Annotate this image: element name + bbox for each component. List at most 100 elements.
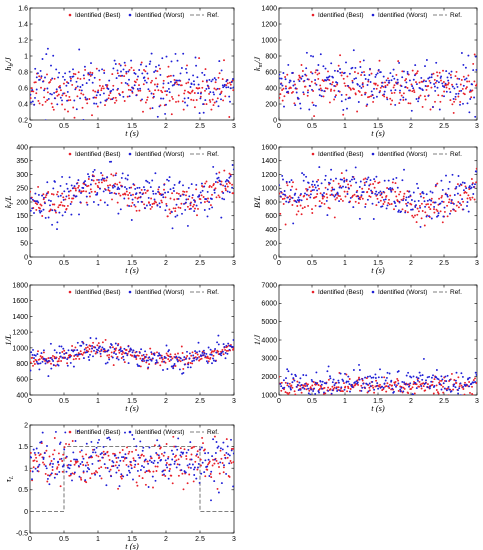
best-point bbox=[431, 380, 434, 383]
worst-point bbox=[109, 192, 111, 195]
worst-point bbox=[179, 195, 182, 197]
best-point bbox=[387, 202, 390, 204]
best-point bbox=[107, 356, 110, 359]
worst-point bbox=[318, 391, 320, 394]
worst-point bbox=[363, 184, 366, 187]
worst-point bbox=[97, 178, 100, 181]
worst-point bbox=[31, 470, 34, 473]
worst-point bbox=[232, 452, 234, 455]
best-point bbox=[217, 76, 220, 79]
best-point bbox=[281, 198, 284, 200]
legend-label: Identified (Worst) bbox=[135, 429, 184, 436]
worst-point bbox=[474, 381, 477, 383]
worst-point bbox=[295, 91, 298, 94]
worst-point bbox=[219, 183, 222, 186]
worst-point bbox=[84, 464, 87, 467]
best-point bbox=[85, 453, 88, 456]
best-point bbox=[73, 116, 76, 119]
best-point bbox=[471, 392, 474, 395]
worst-point bbox=[107, 88, 110, 90]
worst-point bbox=[177, 83, 180, 86]
worst-point bbox=[69, 355, 72, 358]
worst-point bbox=[358, 217, 361, 220]
worst-point bbox=[125, 187, 128, 190]
best-point bbox=[430, 197, 433, 200]
worst-point bbox=[341, 378, 344, 381]
worst-point bbox=[56, 228, 58, 231]
best-point bbox=[297, 78, 300, 81]
best-point bbox=[95, 470, 97, 473]
x-tick-label: 0.5 bbox=[307, 260, 317, 267]
best-point bbox=[386, 83, 389, 86]
best-point bbox=[180, 345, 183, 348]
best-point bbox=[109, 98, 112, 101]
worst-point bbox=[226, 79, 229, 81]
worst-point bbox=[107, 186, 110, 189]
worst-point bbox=[202, 349, 205, 352]
best-point bbox=[44, 472, 47, 475]
best-point bbox=[280, 389, 283, 392]
best-point bbox=[58, 357, 60, 360]
worst-point bbox=[45, 467, 48, 470]
worst-point bbox=[87, 72, 90, 75]
worst-point bbox=[439, 202, 442, 205]
best-point bbox=[232, 89, 234, 92]
worst-point bbox=[469, 89, 472, 92]
best-point bbox=[32, 90, 35, 93]
worst-point bbox=[117, 186, 120, 189]
worst-point bbox=[119, 459, 122, 462]
worst-point bbox=[95, 94, 98, 97]
best-point bbox=[86, 346, 89, 349]
worst-point bbox=[89, 337, 92, 339]
best-point bbox=[410, 387, 413, 390]
worst-point bbox=[50, 472, 53, 475]
best-point bbox=[76, 77, 79, 80]
best-point bbox=[211, 98, 214, 101]
worst-point bbox=[92, 96, 95, 99]
worst-point bbox=[117, 358, 120, 361]
worst-point bbox=[49, 204, 51, 207]
worst-point bbox=[220, 352, 223, 355]
worst-point bbox=[41, 431, 44, 434]
worst-point bbox=[104, 99, 107, 102]
worst-point bbox=[406, 204, 408, 207]
worst-point bbox=[157, 354, 160, 357]
best-point bbox=[104, 104, 106, 107]
worst-point bbox=[58, 345, 61, 348]
worst-point bbox=[140, 359, 143, 362]
y-tick-label: 1200 bbox=[261, 172, 277, 179]
best-point bbox=[172, 207, 175, 210]
worst-point bbox=[354, 66, 357, 69]
best-point bbox=[288, 195, 291, 198]
worst-point bbox=[58, 443, 61, 445]
best-point bbox=[199, 95, 202, 98]
worst-point bbox=[83, 181, 85, 184]
best-point bbox=[76, 460, 79, 463]
best-point bbox=[284, 85, 287, 88]
worst-point bbox=[345, 169, 348, 172]
best-point bbox=[208, 460, 211, 463]
best-point bbox=[175, 192, 178, 195]
worst-point bbox=[437, 214, 440, 217]
worst-point bbox=[337, 90, 340, 93]
best-point bbox=[404, 79, 407, 82]
best-point bbox=[319, 84, 322, 87]
worst-point bbox=[302, 91, 305, 94]
worst-point bbox=[350, 383, 353, 386]
worst-point bbox=[403, 168, 405, 171]
worst-point bbox=[474, 115, 477, 118]
x-tick-label: 0.5 bbox=[307, 398, 317, 405]
worst-point bbox=[139, 63, 142, 66]
worst-point bbox=[122, 95, 125, 98]
y-tick-label: 0 bbox=[273, 117, 277, 124]
worst-point bbox=[107, 349, 110, 352]
best-point bbox=[81, 455, 84, 458]
worst-point bbox=[375, 190, 378, 193]
worst-point bbox=[345, 61, 347, 64]
best-point bbox=[329, 89, 332, 92]
worst-point bbox=[156, 439, 159, 442]
worst-point bbox=[429, 81, 432, 84]
worst-point bbox=[72, 75, 75, 78]
worst-point bbox=[206, 190, 209, 193]
worst-point bbox=[160, 356, 163, 359]
